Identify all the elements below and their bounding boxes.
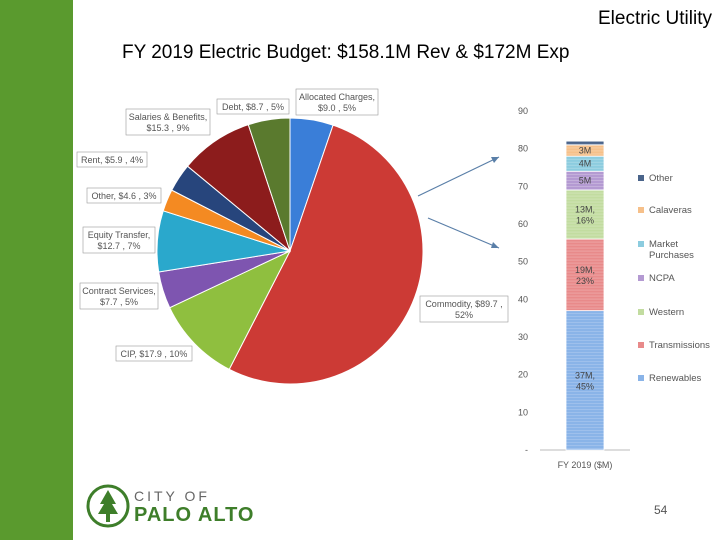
legend-label: NCPA [649,273,675,284]
y-tick-label: 70 [518,181,528,191]
bar-data-label: 13M, [575,205,595,215]
legend-swatch [638,375,644,381]
y-tick-label: 20 [518,370,528,380]
y-tick-label: - [525,445,528,455]
pie-label: 52% [455,310,473,320]
pie-label-box [295,88,379,116]
pie-label: Contract Services, [82,286,156,296]
legend-label: Other [649,173,673,184]
pie-label: Rent, $5.9 , 4% [81,155,143,165]
bar-data-label: 4M [579,159,592,169]
bar-data-label: 23% [576,276,594,286]
pie-label-box [82,226,156,254]
pie-slice [247,117,291,252]
y-tick-label: 40 [518,294,528,304]
pie-label: Commodity, $89.7 , [425,299,502,309]
pie-label-box [125,108,211,136]
y-tick-label: 10 [518,407,528,417]
legend-swatch [638,207,644,213]
arrowhead [491,242,499,248]
y-tick-label: 60 [518,219,528,229]
pie-label-box [76,151,148,168]
pie-label: Debt, $8.7 , 5% [222,102,284,112]
legend-label: Western [649,307,684,318]
legend-label: Market [649,239,678,250]
pie-label: Equity Transfer, [88,230,151,240]
pie-label: $7.7 , 5% [100,297,138,307]
bar-segment [565,140,605,146]
connector-arrow [427,217,500,249]
legend-swatch [638,241,644,247]
slide-subtitle: FY 2019 Electric Budget: $158.1M Rev & $… [122,42,570,63]
legend-swatch [638,309,644,315]
tree-icon [86,484,130,528]
pie-label: $15.3 , 9% [146,123,189,133]
pie-label-box [419,295,509,323]
legend-label: Renewables [649,373,702,384]
bar-segment [565,238,605,312]
legend-swatch [638,275,644,281]
pie-label-box [79,282,159,310]
pie-label-box [216,98,290,115]
legend-label: Transmissions [649,340,710,351]
bar-data-label: 45% [576,381,594,391]
page-number: 54 [654,503,668,517]
pie-label: $9.0 , 5% [318,103,356,113]
x-category-label: FY 2019 ($M) [558,460,613,470]
legend-swatch [638,342,644,348]
logo-palo-alto: PALO ALTO [134,504,255,526]
bar-segment [565,310,605,451]
bar-data-label: 5M [579,176,592,186]
slide-title: Electric Utility [597,8,712,29]
bar-data-label: 19M, [575,265,595,275]
city-logo: CITY OF PALO ALTO [86,484,306,530]
bar-segment [565,189,605,240]
pie-label-box [115,345,193,362]
pie-label: Other, $4.6 , 3% [91,191,156,201]
y-tick-label: 30 [518,332,528,342]
logo-city-of: CITY OF [134,488,210,504]
bar-data-label: 37M, [575,370,595,380]
bar-data-label: 16% [576,216,594,226]
legend-label: Purchases [649,250,694,261]
arrowhead [491,157,499,163]
legend-label: Calaveras [649,205,692,216]
pie-label: CIP, $17.9 , 10% [121,349,188,359]
y-tick-label: 80 [518,144,528,154]
y-tick-label: 50 [518,257,528,267]
pie-slice [169,249,292,370]
bar-data-label: 3M [579,146,592,156]
legend-swatch [638,175,644,181]
y-tick-label: 90 [518,106,528,116]
pie-label: $12.7 , 7% [97,241,140,251]
pie-label-box [86,187,162,204]
pie-label: Allocated Charges, [299,92,375,102]
left-accent-bar [0,0,73,540]
pie-label: Salaries & Benefits, [129,112,208,122]
pie-slice [228,124,424,385]
connector-arrow [417,156,500,197]
